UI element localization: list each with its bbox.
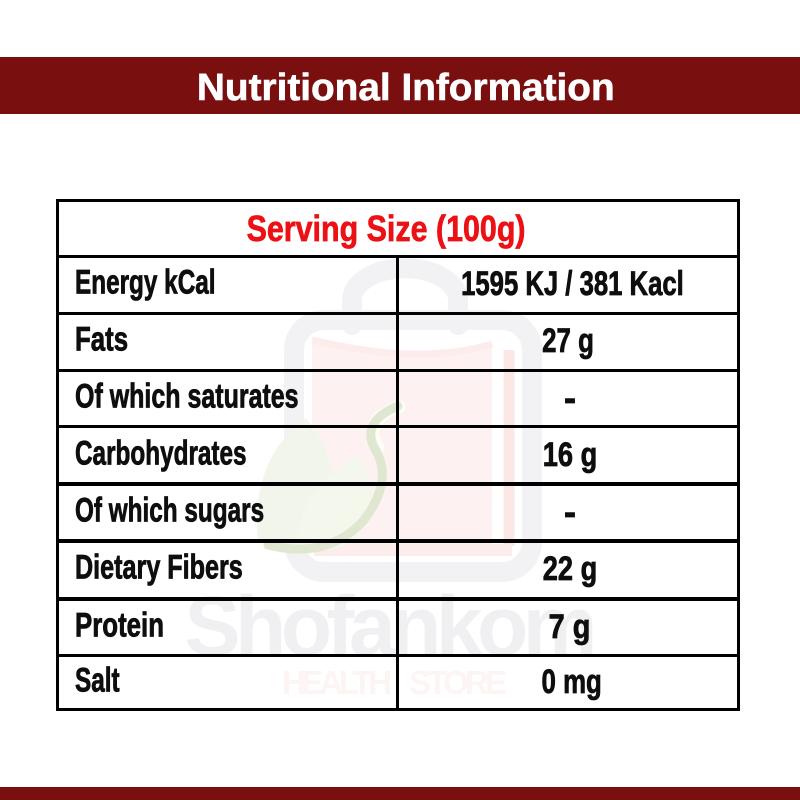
svg-text:Shofankom: Shofankom xyxy=(185,579,598,673)
svg-text:STORE: STORE xyxy=(409,664,508,701)
svg-text:HEALTH: HEALTH xyxy=(282,664,393,701)
